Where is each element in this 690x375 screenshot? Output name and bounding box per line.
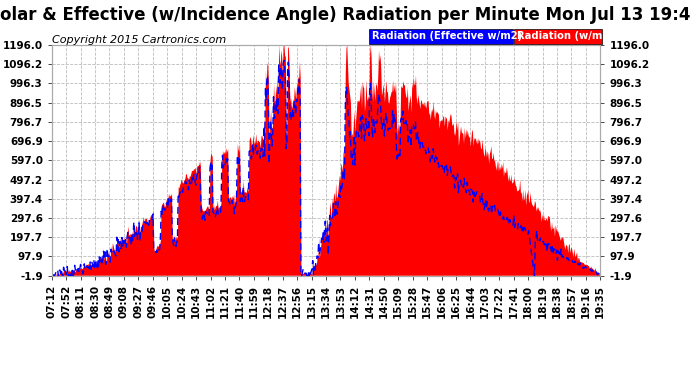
Text: Radiation (w/m2): Radiation (w/m2) bbox=[517, 32, 613, 41]
Text: Copyright 2015 Cartronics.com: Copyright 2015 Cartronics.com bbox=[52, 35, 226, 45]
Text: Radiation (Effective w/m2): Radiation (Effective w/m2) bbox=[372, 32, 522, 41]
Text: Solar & Effective (w/Incidence Angle) Radiation per Minute Mon Jul 13 19:42: Solar & Effective (w/Incidence Angle) Ra… bbox=[0, 6, 690, 24]
